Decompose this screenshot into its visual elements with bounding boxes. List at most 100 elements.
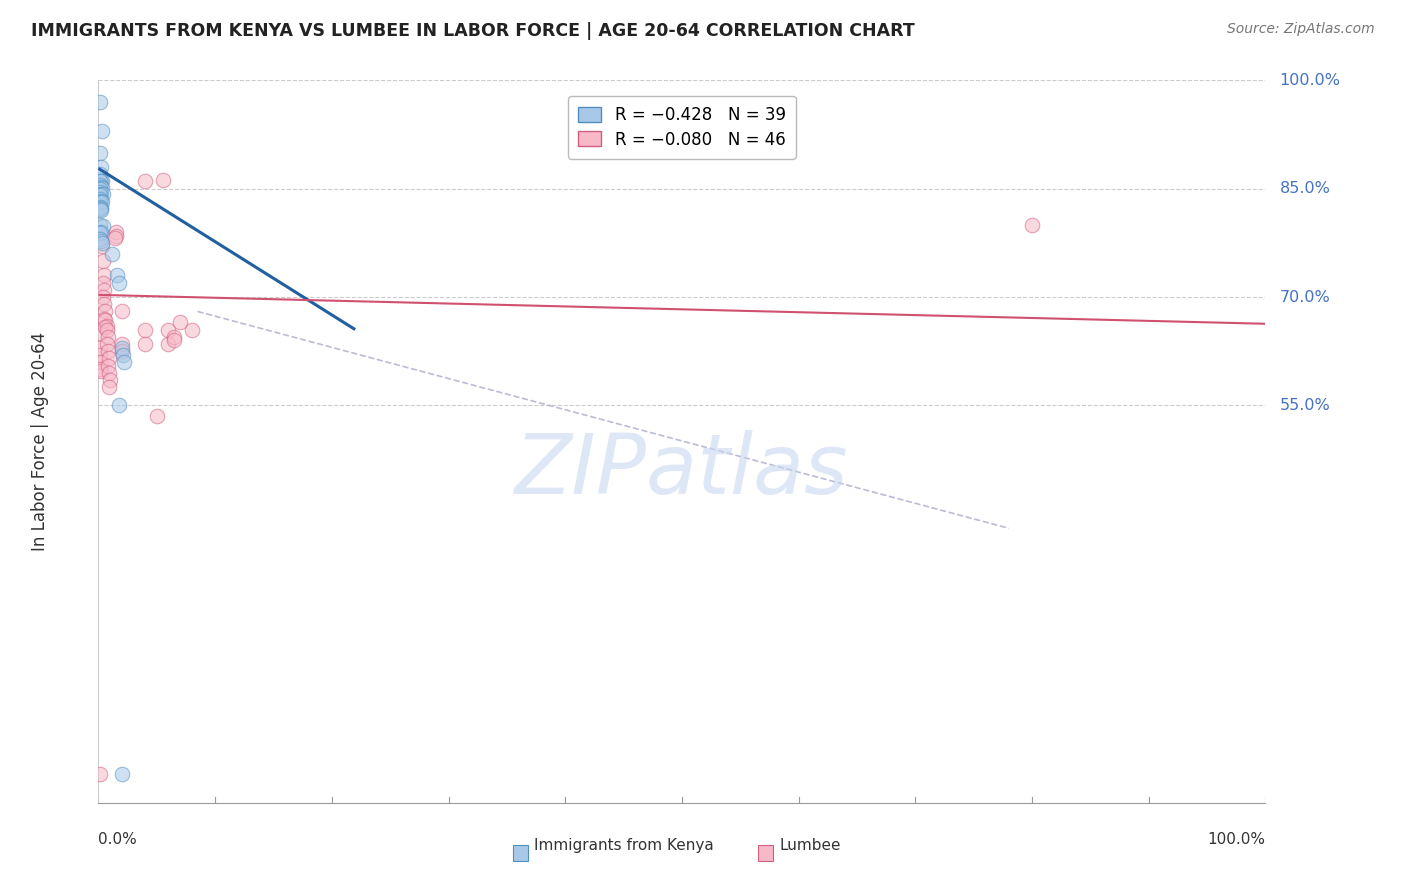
Point xyxy=(97,359,120,373)
Text: Source: ZipAtlas.com: Source: ZipAtlas.com xyxy=(1227,22,1375,37)
Point xyxy=(96,337,118,351)
Point xyxy=(163,334,186,348)
Point xyxy=(90,202,112,217)
Text: 85.0%: 85.0% xyxy=(1279,181,1330,196)
Legend: R = −0.428   N = 39, R = −0.080   N = 46: R = −0.428 N = 39, R = −0.080 N = 46 xyxy=(568,95,796,159)
Text: 70.0%: 70.0% xyxy=(1279,290,1330,304)
Point xyxy=(89,348,111,362)
Point xyxy=(90,174,112,188)
Point xyxy=(90,234,112,248)
Point xyxy=(93,297,115,311)
Point xyxy=(89,194,111,209)
Point xyxy=(89,145,111,160)
Point xyxy=(89,193,111,207)
Point xyxy=(1021,218,1043,232)
Text: 0.0%: 0.0% xyxy=(98,831,138,847)
Point xyxy=(90,235,112,250)
Point xyxy=(89,174,111,188)
Text: Immigrants from Kenya: Immigrants from Kenya xyxy=(534,838,714,853)
Point xyxy=(98,373,121,387)
Point xyxy=(91,276,114,290)
Point xyxy=(146,409,169,424)
Point xyxy=(90,364,112,378)
Point xyxy=(157,337,180,351)
Point xyxy=(97,380,120,394)
Point xyxy=(89,188,111,202)
Point xyxy=(91,187,114,202)
Point xyxy=(93,283,115,297)
Text: 100.0%: 100.0% xyxy=(1208,831,1265,847)
Point xyxy=(112,355,135,369)
Point xyxy=(89,178,111,192)
Point xyxy=(97,344,120,359)
Point xyxy=(94,313,117,327)
Point xyxy=(91,219,114,234)
Point xyxy=(90,186,112,201)
Text: 55.0%: 55.0% xyxy=(1279,398,1330,413)
Bar xyxy=(513,846,529,862)
Point xyxy=(111,767,134,781)
Point xyxy=(89,218,111,232)
Point xyxy=(91,290,114,304)
Text: ZIPatlas: ZIPatlas xyxy=(515,430,849,511)
Point xyxy=(89,767,111,781)
Point xyxy=(94,304,117,318)
Point xyxy=(97,366,120,380)
Point xyxy=(89,202,111,216)
Point xyxy=(134,322,156,336)
Point xyxy=(96,322,118,336)
Point xyxy=(134,174,156,188)
Point xyxy=(111,348,134,362)
Point xyxy=(169,315,191,329)
Point xyxy=(90,181,112,195)
Point xyxy=(89,167,111,181)
Point xyxy=(90,194,112,208)
Point xyxy=(94,320,117,334)
Point xyxy=(90,355,112,369)
Bar xyxy=(758,846,773,862)
Point xyxy=(108,398,131,412)
Point xyxy=(97,351,120,366)
Point xyxy=(111,341,134,355)
Point xyxy=(90,160,112,174)
Point xyxy=(157,322,180,336)
Text: IMMIGRANTS FROM KENYA VS LUMBEE IN LABOR FORCE | AGE 20-64 CORRELATION CHART: IMMIGRANTS FROM KENYA VS LUMBEE IN LABOR… xyxy=(31,22,915,40)
Point xyxy=(89,232,111,246)
Point xyxy=(89,362,111,376)
Point xyxy=(90,195,112,210)
Point xyxy=(90,180,112,194)
Point xyxy=(104,231,127,245)
Point xyxy=(89,182,111,196)
Point xyxy=(90,201,112,215)
Point xyxy=(90,225,112,239)
Text: Lumbee: Lumbee xyxy=(779,838,841,853)
Point xyxy=(90,174,112,188)
Point xyxy=(89,95,111,109)
Point xyxy=(134,337,156,351)
Point xyxy=(152,173,174,187)
Text: In Labor Force | Age 20-64: In Labor Force | Age 20-64 xyxy=(31,332,49,551)
Point xyxy=(96,318,118,333)
Point xyxy=(89,186,111,200)
Point xyxy=(93,268,115,283)
Point xyxy=(89,341,111,355)
Point xyxy=(89,227,111,241)
Point xyxy=(90,124,112,138)
Point xyxy=(101,246,124,260)
Point xyxy=(163,330,186,344)
Point xyxy=(108,276,131,290)
Point xyxy=(180,322,202,336)
Point xyxy=(111,304,134,318)
Point xyxy=(105,268,128,283)
Point xyxy=(89,200,111,214)
Text: 100.0%: 100.0% xyxy=(1279,73,1340,87)
Point xyxy=(97,330,120,344)
Point xyxy=(111,344,134,359)
Point xyxy=(104,225,127,239)
Point xyxy=(90,239,112,253)
Point xyxy=(111,337,134,351)
Point xyxy=(104,228,127,243)
Point xyxy=(91,253,114,268)
Point xyxy=(93,311,115,326)
Point xyxy=(89,326,111,340)
